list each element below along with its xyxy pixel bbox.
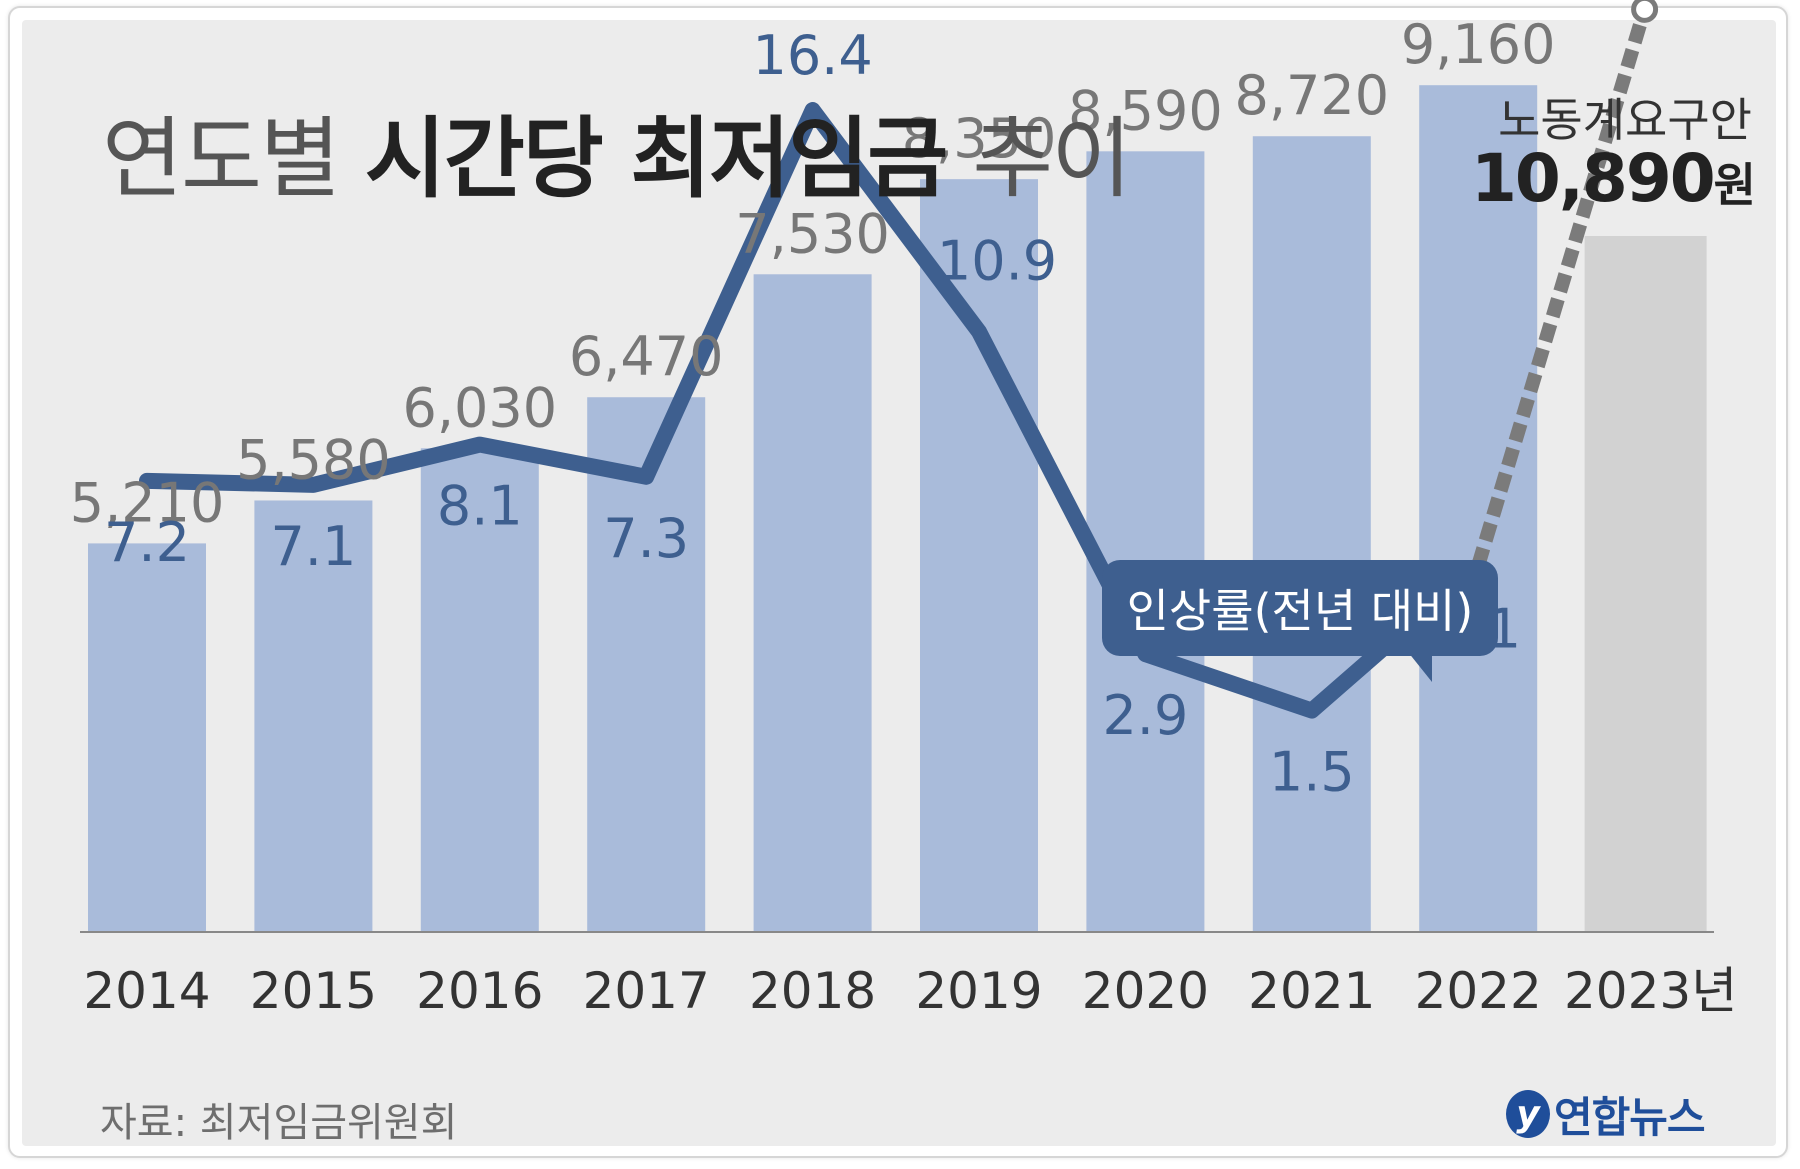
title-prefix: 연도별 — [102, 107, 341, 210]
bar-value-label: 7,530 — [735, 202, 890, 265]
bar-value-label: 8,350 — [902, 107, 1057, 170]
title-suffix: 추이 — [972, 107, 1132, 210]
bar-2015 — [254, 500, 373, 932]
rate-value-label: 7.2 — [104, 511, 190, 574]
rate-point-2023 — [1631, 0, 1659, 23]
bar-2017 — [587, 397, 706, 932]
bar-2016 — [420, 448, 539, 932]
bar-value-label: 8,720 — [1235, 64, 1390, 127]
logo-mark-icon: y — [1506, 1090, 1550, 1138]
title-bold: 시간당 최저임금 — [364, 107, 948, 210]
rate-callout: 인상률(전년 대비) — [1102, 560, 1498, 682]
bar-value-label: 6,470 — [569, 325, 724, 388]
proposal-value: 10,890원 — [1470, 140, 1756, 217]
year-tick-label: 2016 — [416, 962, 543, 1020]
bar-value-label: 9,160 — [1401, 13, 1556, 76]
bar-2014 — [88, 543, 206, 932]
year-tick-label: 2021 — [1248, 962, 1375, 1020]
proposal-unit: 원 — [1713, 158, 1756, 212]
bar-2019 — [920, 179, 1038, 932]
year-tick-label: 2023년 — [1564, 962, 1737, 1020]
year-tick-label: 2022 — [1415, 962, 1542, 1020]
year-tick-label: 2017 — [583, 962, 710, 1020]
bar-value-label: 5,210 — [70, 471, 225, 534]
year-tick-label: 2020 — [1082, 962, 1209, 1020]
bar-2022 — [1419, 85, 1538, 932]
year-tick-label: 2019 — [915, 962, 1042, 1020]
rate-line-proposal-dashed — [1471, 7, 1652, 568]
year-tick-label: 2014 — [83, 962, 210, 1020]
bar-2018 — [753, 274, 872, 932]
yonhap-logo: y 연합뉴스 — [1506, 1086, 1706, 1142]
rate-value-label: 7.1 — [270, 515, 356, 578]
logo-text: 연합뉴스 — [1554, 1092, 1706, 1142]
rate-value-label: 7.3 — [603, 507, 689, 570]
bar-value-label: 5,580 — [236, 428, 391, 491]
bar-2020 — [1086, 151, 1205, 932]
year-tick-label: 2015 — [250, 962, 377, 1020]
bar-value-label: 6,030 — [403, 376, 558, 439]
rate-value-label: 16.4 — [752, 24, 872, 87]
bar-value-label: 8,590 — [1068, 79, 1223, 142]
year-tick-label: 2018 — [749, 962, 876, 1020]
rate-value-label: 2.9 — [1102, 684, 1188, 747]
rate-line — [139, 102, 1487, 719]
rate-value-label: 10.9 — [937, 230, 1057, 293]
proposal-label: 노동계요구안 — [1498, 93, 1752, 147]
bar-2023-proposal — [1584, 236, 1707, 932]
rate-value-label: 1.5 — [1269, 741, 1355, 804]
bar-2021 — [1252, 136, 1371, 933]
proposal-amount: 10,890 — [1470, 140, 1716, 217]
source-note: 자료: 최저임금위원회 — [100, 1100, 458, 1146]
rate-value-label: 8.1 — [437, 475, 523, 538]
page-title: 연도별 시간당 최저임금 추이 — [102, 88, 1132, 215]
